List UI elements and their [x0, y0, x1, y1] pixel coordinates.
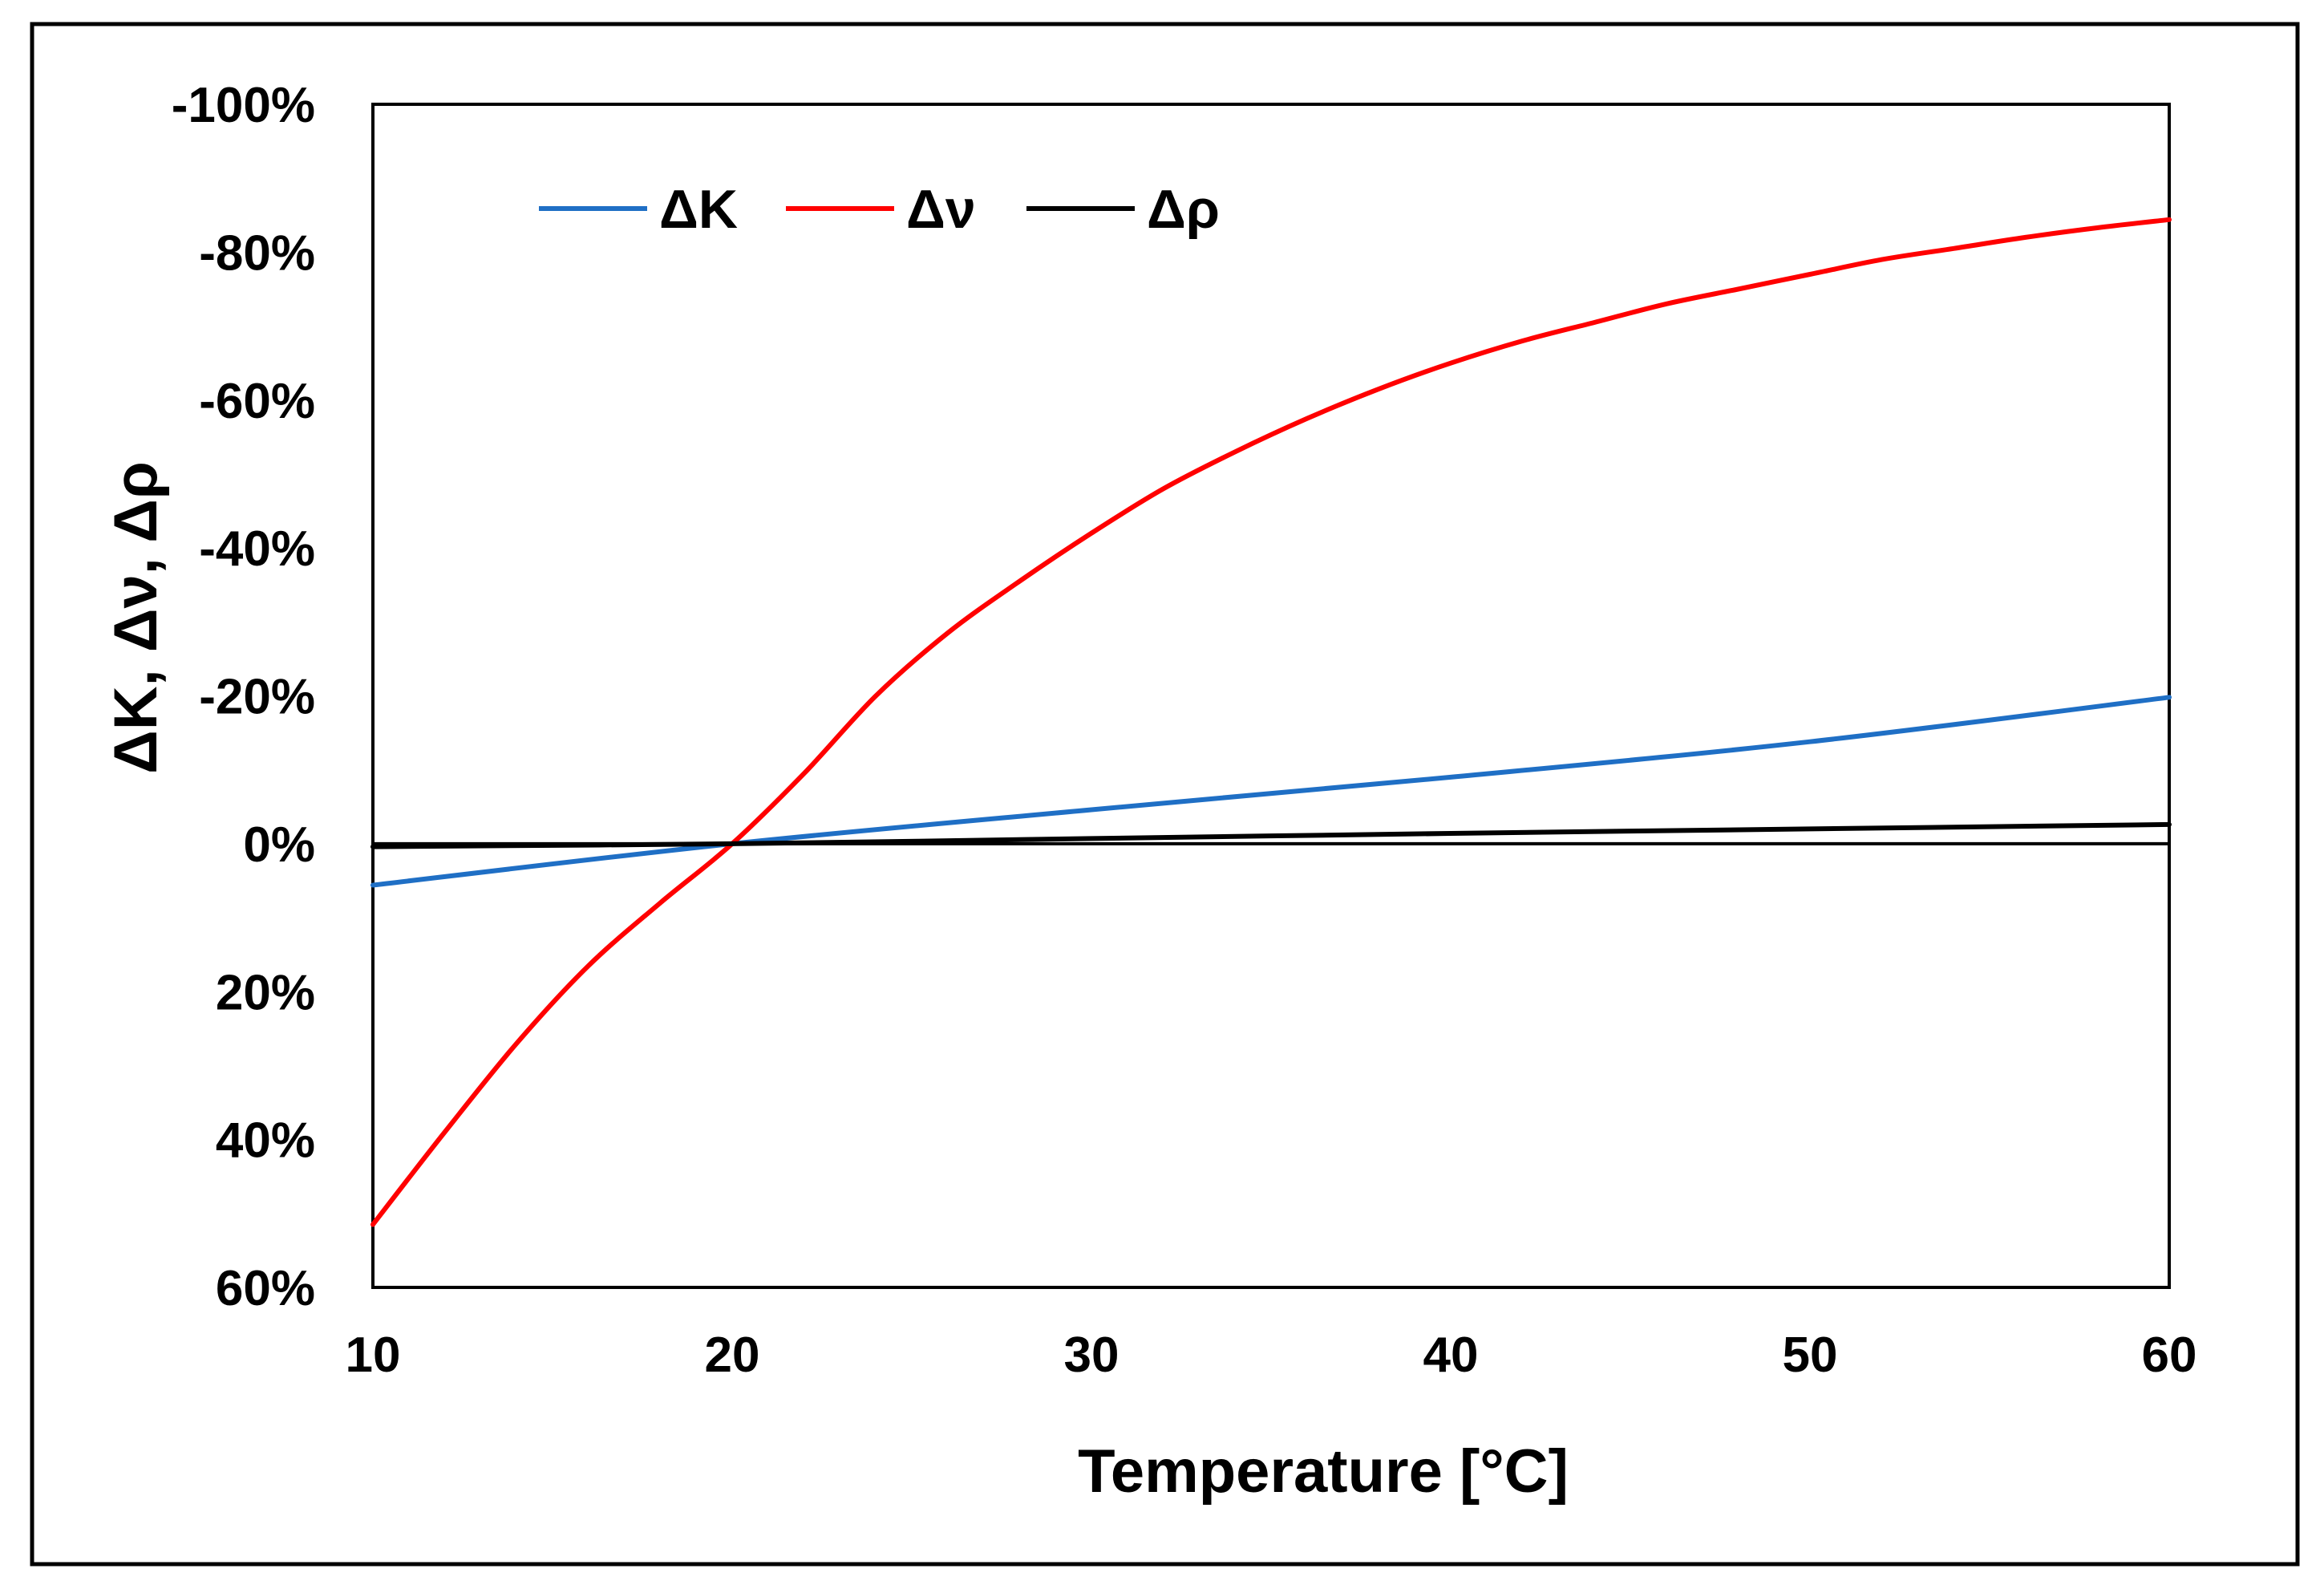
- y-axis-title: ΔK, Δν, Δρ: [102, 461, 170, 774]
- y-tick-label: 0%: [243, 817, 315, 873]
- x-tick-label: 40: [1423, 1328, 1479, 1383]
- series-delta-k-line: [370, 695, 2172, 888]
- x-tick-label: 60: [2142, 1328, 2197, 1383]
- series-delta-nu-line: [370, 217, 2172, 1227]
- x-tick-label: 10: [346, 1328, 401, 1383]
- y-tick-label: 60%: [216, 1261, 315, 1316]
- y-tick-label: 20%: [216, 965, 315, 1020]
- x-tick-label: 50: [1783, 1328, 1838, 1383]
- legend: ΔK Δν Δρ: [539, 179, 1220, 240]
- plot-area: [371, 103, 2171, 1289]
- x-tick-label: 20: [705, 1328, 760, 1383]
- x-axis-title: Temperature [°C]: [1078, 1437, 1569, 1506]
- y-tick-label: 40%: [216, 1113, 315, 1169]
- legend-label-delta-nu: Δν: [906, 179, 976, 240]
- x-tick-label: 30: [1064, 1328, 1119, 1383]
- y-tick-label: -100%: [172, 78, 315, 133]
- series-layer: [370, 217, 2172, 1227]
- x-tick-labels: 10 20 30 40 50 60: [346, 1328, 2197, 1383]
- y-tick-label: -60%: [199, 374, 315, 429]
- series-delta-rho-line: [370, 821, 2172, 849]
- y-tick-label: -40%: [199, 521, 315, 577]
- legend-label-delta-k: ΔK: [659, 179, 738, 240]
- y-tick-label: -80%: [199, 225, 315, 281]
- y-tick-label: -20%: [199, 670, 315, 725]
- y-tick-labels: -100% -80% -60% -40% -20% 0% 20% 40% 60%: [172, 78, 315, 1316]
- legend-label-delta-rho: Δρ: [1147, 179, 1220, 240]
